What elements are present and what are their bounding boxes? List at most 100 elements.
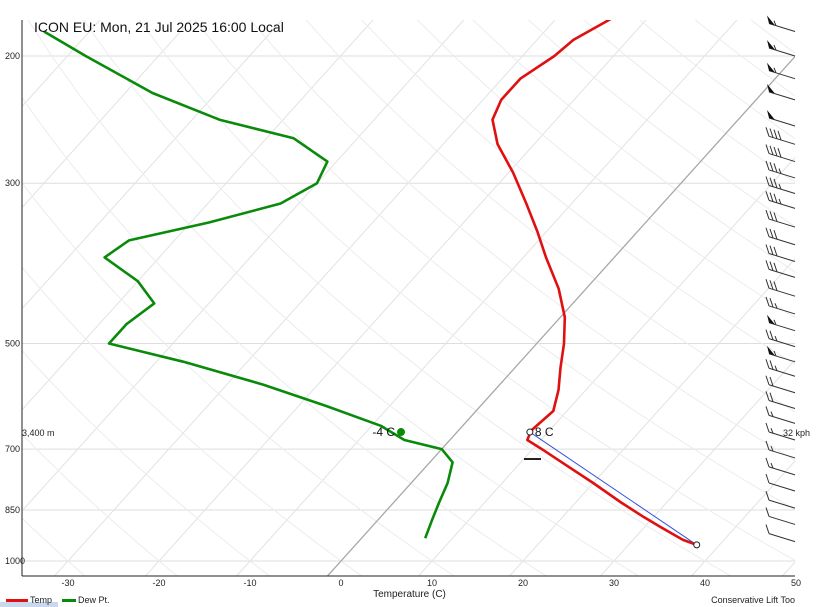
wind-barb [765, 260, 796, 278]
wind-barb [765, 422, 796, 441]
wind-barb-staff [768, 322, 796, 332]
wind-barb-staff [768, 253, 796, 262]
isotherm-line [781, 561, 795, 576]
wind-barb-feather [765, 127, 770, 137]
wind-barb [767, 314, 796, 332]
wind-barb [765, 473, 796, 492]
axes-group: -30 -20 -10 0 10 20 30 40 50 200 300 500 700 850 1000 [5, 20, 801, 588]
wind-barb [767, 15, 796, 33]
wind-barb [765, 391, 796, 409]
wind-barb-feather [773, 262, 778, 272]
wind-barb [765, 329, 796, 348]
wind-barb-half-feather [773, 20, 777, 26]
x-tick-label: -20 [152, 578, 165, 588]
wind-barb-staff [768, 399, 796, 409]
wind-barb [767, 62, 796, 80]
wind-barb-feather [765, 176, 770, 186]
wind-barb-staff [768, 499, 796, 509]
series-group [43, 20, 698, 547]
annotations: 8 C -4 C 3,400 m 32 kph [22, 425, 810, 549]
dry-adiabat [83, 20, 732, 576]
wind-barbs [765, 15, 796, 543]
dewpoint-point-label: -4 C [372, 425, 395, 439]
x-tick-label: -30 [61, 578, 74, 588]
dry-adiabat [472, 20, 795, 273]
isotherm-line [53, 20, 556, 576]
x-tick-label: 30 [609, 578, 619, 588]
x-axis-label: Temperature (C) [373, 589, 446, 600]
dry-adiabat [27, 20, 640, 576]
wind-barb-half-feather [770, 428, 774, 434]
wind-barb-pennant [767, 314, 775, 325]
wind-barb-feather [769, 161, 774, 172]
wind-barb-staff [768, 135, 796, 145]
temp-point-label: 8 C [535, 425, 554, 439]
wind-barb-staff [768, 353, 796, 363]
wind-speed-readout: 32 kph [783, 428, 810, 438]
wind-barb-half-feather [770, 462, 774, 469]
wind-barb-feather [765, 375, 770, 385]
wind-barb-half-feather [778, 198, 782, 205]
mini-scrollbar[interactable] [0, 602, 58, 607]
wind-barb-half-feather [778, 183, 782, 190]
wind-barb [765, 176, 796, 194]
dry-adiabat [305, 20, 795, 413]
wind-barb-staff [768, 466, 796, 476]
isotherm-line [22, 20, 283, 310]
y-tick-label: 700 [5, 444, 20, 454]
legend-temp-label: Temp [30, 595, 53, 605]
dewpoint-point-marker [397, 428, 405, 437]
wind-barb-feather [765, 490, 770, 501]
isotherm-line [508, 258, 795, 576]
zero-isotherm-line [326, 55, 795, 576]
dry-adiabat [22, 266, 363, 576]
wind-barb-feather [773, 281, 778, 291]
wind-barb-feather [769, 376, 774, 387]
x-tick-label: -10 [243, 578, 256, 588]
legend-temp: Temp [6, 595, 52, 605]
conservative-lift-tool-label[interactable]: Conservative Lift Too [711, 595, 795, 605]
dewpoint-line [43, 30, 454, 539]
y-tick-label: 500 [5, 339, 20, 349]
wind-barb [767, 110, 796, 127]
dry-adiabat [22, 96, 547, 576]
dry-adiabat [249, 20, 795, 461]
wind-barb-feather [773, 146, 778, 157]
wind-barb-pennant [767, 110, 775, 120]
wind-barb [767, 83, 796, 101]
wind-barb-staff [768, 482, 796, 492]
isotherm-line [144, 20, 647, 576]
wind-barb [765, 244, 796, 262]
wind-barb-feather [773, 163, 778, 173]
wind-barb-feather [765, 296, 770, 307]
wind-barb-feather [769, 228, 774, 239]
wind-barb-staff [768, 287, 796, 297]
wind-barb-feather [765, 473, 770, 484]
y-tick-label: 200 [5, 51, 20, 61]
wind-barb-staff [768, 367, 796, 377]
legend-temp-swatch [6, 598, 28, 602]
wind-barb-feather [769, 297, 774, 308]
wind-barb [767, 40, 796, 57]
temp-point-marker [526, 428, 534, 436]
dry-adiabat [750, 20, 795, 54]
wind-barb-staff [768, 185, 796, 194]
wind-barb-staff [768, 305, 796, 315]
wind-barb-pennant [767, 83, 775, 94]
wind-barb-feather [773, 129, 778, 139]
wind-barb-pennant [767, 62, 775, 73]
wind-barb-pennant [767, 345, 775, 356]
wind-barb-staff [768, 533, 796, 543]
wind-barb-half-feather [770, 411, 774, 417]
legend-dewpt: Dew Pt. [62, 595, 110, 605]
wind-barb [765, 296, 796, 315]
wind-barb-half-feather [773, 319, 777, 325]
dry-adiabat [22, 433, 178, 576]
wind-barb-feather [777, 130, 782, 141]
wind-barb-feather [769, 211, 774, 221]
wind-barb-feather [769, 330, 774, 340]
wind-barb-feather [765, 440, 770, 451]
wind-barb [765, 279, 796, 297]
wind-barb-feather [773, 212, 778, 222]
x-tick-label: 10 [427, 578, 437, 588]
